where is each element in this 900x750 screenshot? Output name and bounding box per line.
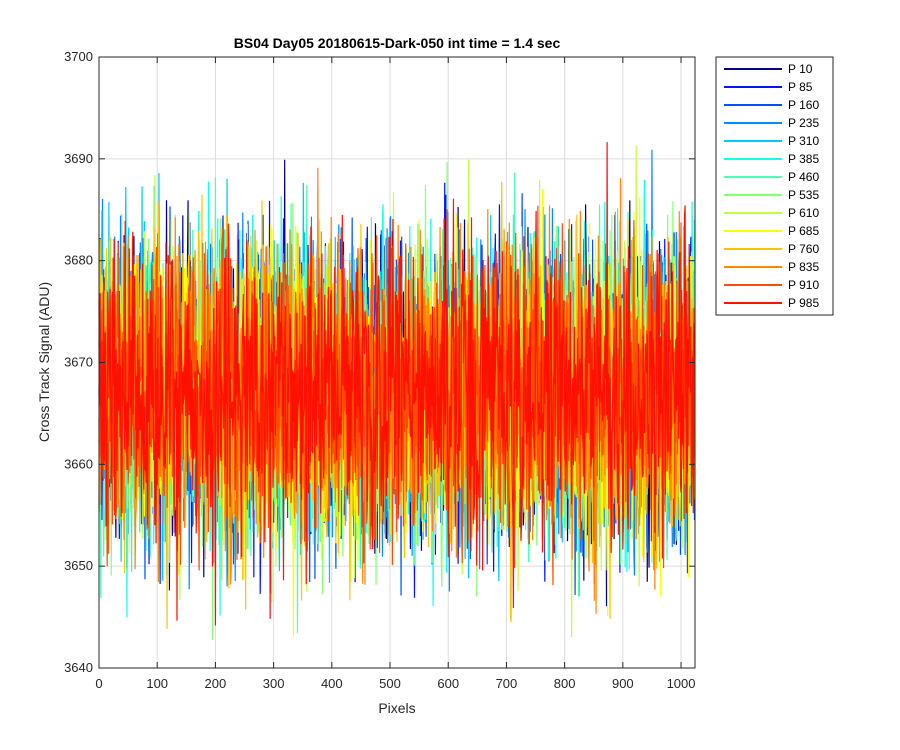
y-axis-label: Cross Track Signal (ADU): [36, 282, 52, 442]
legend-label: P 760: [788, 242, 819, 256]
y-tick-label: 3680: [64, 253, 93, 268]
x-tick-label: 400: [321, 676, 343, 691]
x-tick-label: 200: [205, 676, 227, 691]
x-axis-label: Pixels: [378, 700, 415, 716]
legend-label: P 10: [788, 62, 813, 76]
legend-label: P 310: [788, 134, 819, 148]
legend: P 10 P 85 P 160 P 235 P 310 P 385 P 460 P 535 P …: [715, 56, 834, 316]
legend-label: P 85: [788, 80, 813, 94]
y-tick-label: 3700: [64, 49, 93, 64]
x-tick-label: 100: [146, 676, 168, 691]
series-line-13: [98, 205, 696, 586]
y-tick-label: 3660: [64, 456, 93, 471]
axis-ticks: 0 100 200 300 400 500 600 700 800 900 1000 3640 3650…: [64, 49, 695, 691]
x-tick-label: 0: [95, 676, 102, 691]
legend-label: P 835: [788, 260, 819, 274]
x-tick-label: 700: [496, 676, 518, 691]
series-line-14: [98, 142, 696, 626]
x-tick-label: 600: [437, 676, 459, 691]
x-tick-label: 500: [379, 676, 401, 691]
legend-label: P 910: [788, 278, 819, 292]
legend-label: P 610: [788, 206, 819, 220]
y-tick-label: 3670: [64, 355, 93, 370]
chart-title: BS04 Day05 20180615-Dark-050 int time = …: [234, 35, 561, 51]
legend-box: [715, 56, 834, 316]
legend-label: P 460: [788, 170, 819, 184]
x-tick-label: 800: [554, 676, 576, 691]
y-tick-label: 3650: [64, 558, 93, 573]
y-tick-label: 3640: [64, 660, 93, 675]
series-lines: [98, 142, 696, 640]
x-tick-label: 1000: [667, 676, 696, 691]
legend-label: P 685: [788, 224, 819, 238]
legend-label: P 385: [788, 152, 819, 166]
legend-label: P 160: [788, 98, 819, 112]
legend-label: P 235: [788, 116, 819, 130]
x-tick-label: 900: [612, 676, 634, 691]
x-tick-label: 300: [263, 676, 285, 691]
legend-label: P 535: [788, 188, 819, 202]
y-tick-label: 3690: [64, 151, 93, 166]
legend-label: P 985: [788, 296, 819, 310]
